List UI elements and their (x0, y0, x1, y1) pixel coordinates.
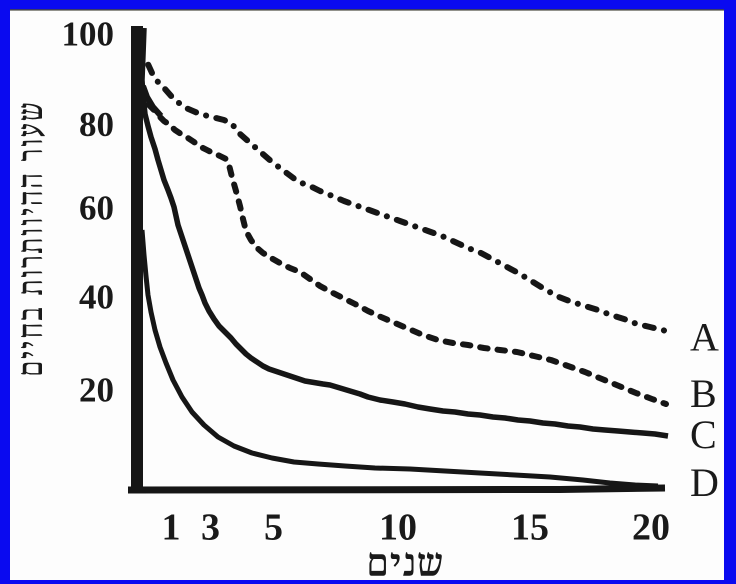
svg-text:15: 15 (511, 507, 549, 549)
svg-text:80: 80 (79, 105, 114, 144)
svg-text:20: 20 (79, 371, 114, 410)
svg-text:5: 5 (264, 507, 283, 549)
svg-text:3: 3 (201, 507, 220, 549)
svg-text:1: 1 (162, 507, 181, 549)
svg-text:10: 10 (379, 507, 417, 549)
svg-text:B: B (690, 371, 717, 416)
svg-text:A: A (690, 315, 719, 360)
svg-text:D: D (690, 460, 719, 505)
svg-text:60: 60 (79, 189, 114, 228)
svg-text:20: 20 (632, 507, 670, 549)
svg-text:100: 100 (62, 15, 115, 54)
svg-text:40: 40 (79, 278, 114, 317)
svg-text:C: C (690, 412, 717, 457)
